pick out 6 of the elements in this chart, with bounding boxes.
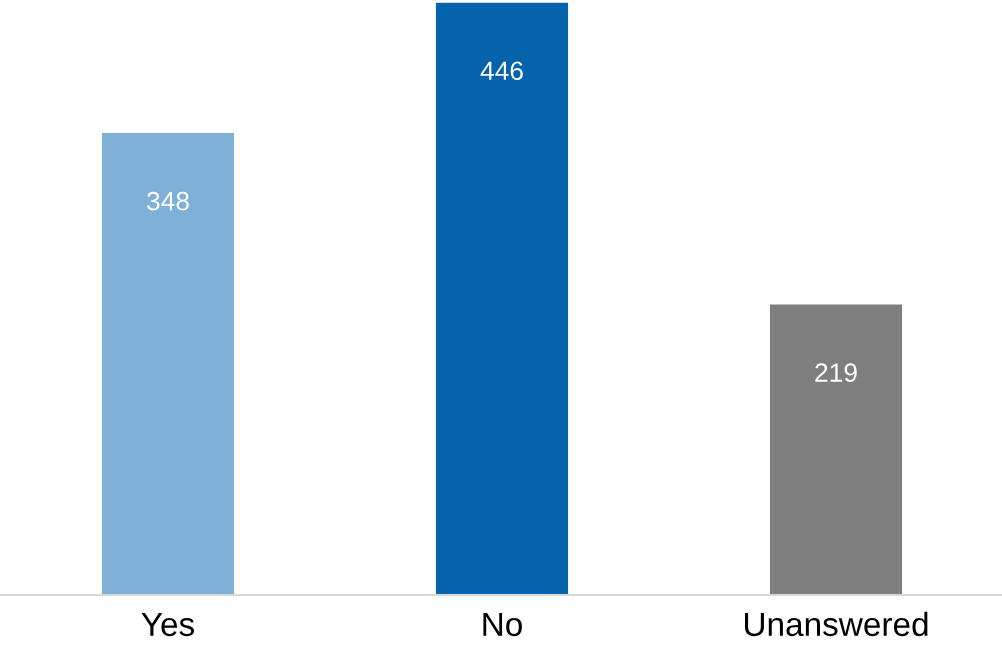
x-tick-label: Unanswered bbox=[745, 611, 928, 637]
data-label: 219 bbox=[815, 363, 857, 382]
data-label: 348 bbox=[147, 191, 189, 211]
x-tick-label: Yes bbox=[141, 612, 194, 637]
x-tick-label: No bbox=[483, 612, 522, 637]
data-label: 446 bbox=[480, 61, 523, 81]
